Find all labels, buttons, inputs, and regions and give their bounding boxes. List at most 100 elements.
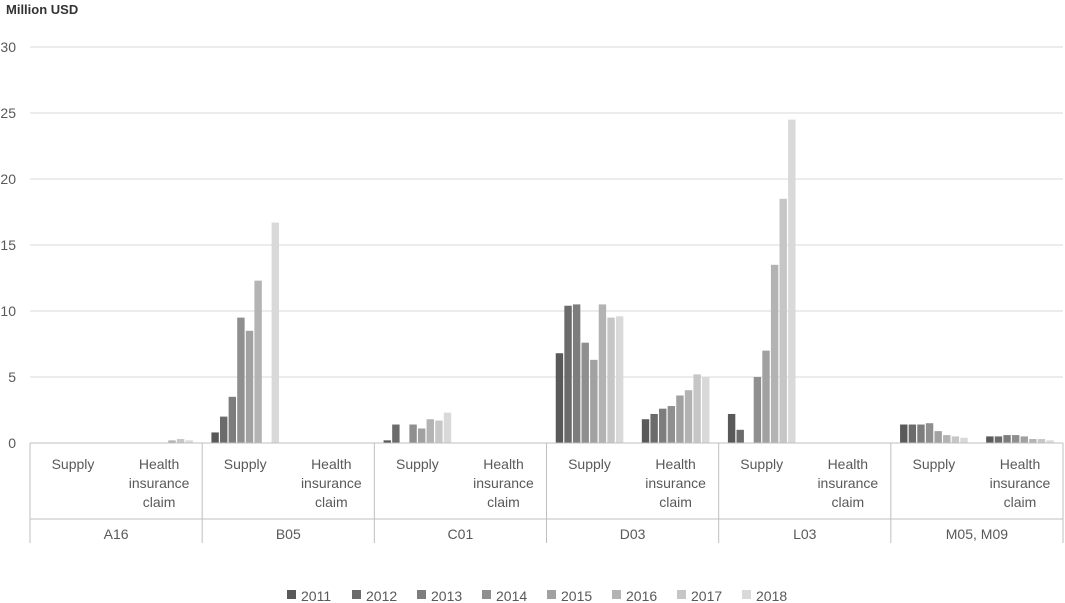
legend-label: 2015	[561, 588, 592, 603]
bar	[572, 304, 581, 443]
subcategory-label: claim	[659, 494, 692, 510]
bar	[943, 435, 951, 443]
legend: 2011 2012 2013 2014 2015 2016 2017 2018	[287, 588, 787, 603]
bar	[607, 317, 615, 443]
bar	[994, 436, 1003, 443]
bar	[702, 377, 710, 443]
bar	[409, 424, 417, 443]
y-tick-label: 30	[0, 39, 16, 55]
bar	[925, 423, 934, 443]
bar	[237, 317, 245, 443]
legend-label: 2017	[691, 588, 722, 603]
bar	[986, 436, 994, 443]
bars	[168, 119, 1054, 443]
bar	[960, 437, 968, 443]
bar	[650, 413, 658, 443]
bar	[770, 264, 779, 443]
bar	[1011, 435, 1020, 443]
group-label: L03	[793, 526, 817, 542]
group-label: M05, M09	[946, 526, 1008, 542]
bar	[727, 413, 736, 443]
bar	[564, 305, 572, 443]
subcategory-label: insurance	[645, 475, 706, 491]
bar	[426, 419, 434, 443]
bar	[254, 280, 262, 443]
bar	[659, 408, 667, 443]
bar	[615, 316, 624, 443]
subcategory-label: Health	[828, 456, 868, 472]
bar	[762, 350, 770, 443]
subcategory-label: claim	[831, 494, 864, 510]
bar	[555, 353, 564, 443]
subcategory-label: Supply	[912, 456, 955, 472]
subcategory-label: claim	[315, 494, 348, 510]
legend-label: 2016	[626, 588, 657, 603]
bar	[220, 416, 228, 443]
y-tick-label: 10	[0, 303, 16, 319]
subcategory-label: insurance	[129, 475, 190, 491]
legend-swatch	[287, 590, 296, 599]
subcategory-label: Supply	[740, 456, 783, 472]
subcategory-label: Health	[1000, 456, 1040, 472]
bar	[788, 119, 796, 443]
legend-swatch	[547, 590, 556, 599]
subcategory-label: Health	[655, 456, 695, 472]
bar	[383, 440, 391, 443]
group-label: C01	[448, 526, 474, 542]
group-label: D03	[620, 526, 646, 542]
subcategory-label: insurance	[990, 475, 1051, 491]
bar	[581, 342, 589, 443]
bar	[951, 436, 960, 443]
bar	[1003, 435, 1011, 443]
bar	[392, 424, 400, 443]
y-axis-label: Million USD	[6, 2, 78, 17]
bar	[641, 419, 650, 443]
legend-swatch	[677, 590, 686, 599]
subcategory-label: claim	[487, 494, 520, 510]
subcategory-label: claim	[1004, 494, 1037, 510]
legend-swatch	[352, 590, 361, 599]
legend-label: 2011	[301, 588, 331, 603]
y-tick-label: 20	[0, 171, 16, 187]
bar	[435, 420, 443, 443]
bar	[779, 198, 787, 443]
bar	[590, 359, 598, 443]
bar	[1046, 440, 1054, 443]
bar	[693, 374, 701, 443]
bar	[676, 395, 684, 443]
bar	[753, 377, 762, 443]
legend-swatch	[482, 590, 491, 599]
legend-label: 2013	[431, 588, 462, 603]
bar	[667, 406, 676, 443]
group-label: A16	[104, 526, 129, 542]
legend-swatch	[612, 590, 621, 599]
bar	[211, 432, 219, 443]
subcategory-label: insurance	[817, 475, 878, 491]
y-tick-label: 15	[0, 237, 16, 253]
bar	[168, 440, 176, 443]
legend-swatch	[417, 590, 426, 599]
bar	[598, 304, 607, 443]
bar	[900, 424, 908, 443]
bar	[1037, 439, 1046, 443]
bar	[443, 412, 452, 443]
legend-label: 2014	[496, 588, 527, 603]
gridlines: 0 5 10 15 20 25 30	[0, 39, 1063, 451]
subcategory-label: insurance	[301, 475, 362, 491]
y-tick-label: 5	[8, 369, 16, 385]
subcategory-label: claim	[143, 494, 176, 510]
subcategory-label: Supply	[224, 456, 267, 472]
subcategory-label: Supply	[396, 456, 439, 472]
bar	[684, 390, 693, 443]
subcategory-label: Supply	[52, 456, 95, 472]
bar	[908, 424, 917, 443]
subcategory-label: Health	[483, 456, 523, 472]
bar	[934, 431, 942, 443]
bar	[228, 396, 237, 443]
bar	[917, 424, 925, 443]
subcategory-label: Health	[139, 456, 179, 472]
bar	[736, 429, 744, 443]
bar	[185, 440, 193, 443]
